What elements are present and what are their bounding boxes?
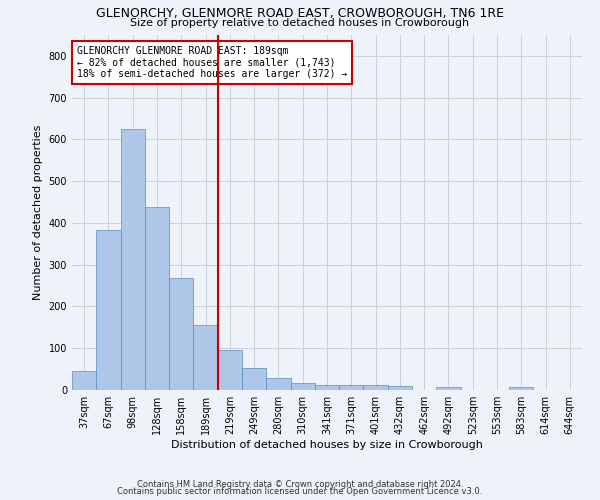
Text: GLENORCHY, GLENMORE ROAD EAST, CROWBOROUGH, TN6 1RE: GLENORCHY, GLENMORE ROAD EAST, CROWBOROU… [96, 8, 504, 20]
Bar [145, 207, 169, 390]
Bar [436, 386, 461, 390]
Bar [218, 350, 242, 390]
Bar [509, 386, 533, 390]
Text: Size of property relative to detached houses in Crowborough: Size of property relative to detached ho… [130, 18, 470, 28]
Bar [339, 385, 364, 390]
Bar [96, 230, 121, 390]
Bar [121, 129, 145, 390]
Bar [193, 326, 218, 390]
Bar [388, 386, 412, 390]
Text: Contains public sector information licensed under the Open Government Licence v3: Contains public sector information licen… [118, 487, 482, 496]
Bar [290, 383, 315, 390]
Bar [242, 368, 266, 390]
Bar [169, 278, 193, 390]
Bar [266, 378, 290, 390]
Bar [364, 385, 388, 390]
Bar [315, 385, 339, 390]
Text: GLENORCHY GLENMORE ROAD EAST: 189sqm
← 82% of detached houses are smaller (1,743: GLENORCHY GLENMORE ROAD EAST: 189sqm ← 8… [77, 46, 347, 79]
Bar [72, 371, 96, 390]
Text: Contains HM Land Registry data © Crown copyright and database right 2024.: Contains HM Land Registry data © Crown c… [137, 480, 463, 489]
X-axis label: Distribution of detached houses by size in Crowborough: Distribution of detached houses by size … [171, 440, 483, 450]
Y-axis label: Number of detached properties: Number of detached properties [33, 125, 43, 300]
